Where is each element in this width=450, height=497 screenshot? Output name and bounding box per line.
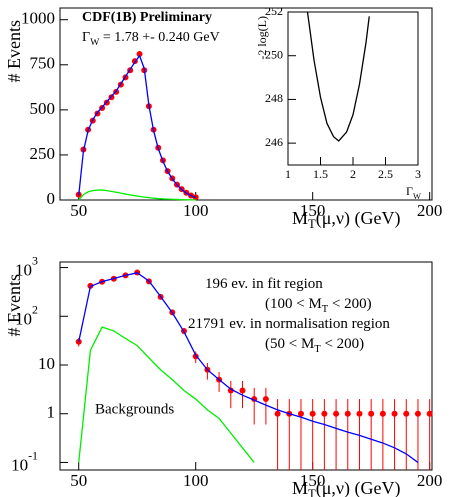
x-tick-label: 150	[300, 201, 326, 220]
x-tick-label: 2.5	[378, 167, 393, 181]
x-axis-label-sub: T	[308, 487, 316, 497]
y-tick-exp: 3	[32, 253, 38, 267]
annotation-text: (100 < M	[265, 296, 322, 312]
y-tick-label: 0	[47, 189, 56, 208]
x-axis-label-text: Γ	[406, 184, 413, 198]
y-tick-label: 10	[38, 354, 55, 373]
y-tick-label: 1000	[21, 9, 55, 28]
y-tick-label: 252	[265, 4, 283, 18]
data-point	[391, 410, 398, 417]
x-tick-label: 3	[415, 167, 421, 181]
series-line	[78, 189, 196, 201]
data-point	[262, 396, 269, 403]
y-tick-label: 10-1	[11, 448, 38, 474]
x-tick-label: 200	[417, 201, 443, 220]
data-point	[239, 387, 246, 394]
series-line	[78, 326, 255, 463]
annotation: ΓW = 1.78 +- 0.240 GeV	[82, 30, 220, 48]
data-point	[297, 410, 304, 417]
annotation-text: 196 ev. in fit region	[205, 276, 323, 292]
y-tick-base: 10	[15, 309, 32, 328]
annotation-sub: T	[322, 304, 329, 315]
x-axis-label-sub: T	[308, 217, 316, 231]
annotation-sub: T	[314, 344, 321, 355]
annotation: (100 < MT < 200)	[265, 296, 372, 315]
data-point	[321, 410, 328, 417]
x-axis-label: MT(μ,ν) (GeV)	[292, 208, 400, 231]
y-tick-label: 250	[30, 144, 56, 163]
annotation-text: Γ	[82, 30, 90, 45]
x-tick-label: 150	[300, 471, 326, 490]
y-tick-exp: -1	[28, 448, 38, 462]
y-axis-label: # Events	[4, 20, 24, 83]
annotation-text: (50 < M	[265, 336, 314, 352]
y-tick-label: 500	[30, 99, 56, 118]
plot-frame	[287, 11, 419, 166]
x-tick-label: 1.5	[313, 167, 328, 181]
plot-frame	[59, 261, 433, 471]
annotation-rest: = 1.78 +- 0.240 GeV	[99, 30, 219, 45]
x-axis-label-text: M	[292, 478, 308, 497]
annotation: (50 < MT < 200)	[265, 336, 364, 355]
annotation-rest: < 200)	[321, 336, 364, 352]
x-tick-label: 100	[183, 201, 209, 220]
chart-title: CDF(1B) Preliminary	[82, 10, 212, 25]
y-tick-label: 250	[265, 47, 283, 61]
annotation: 196 ev. in fit region	[205, 276, 323, 292]
data-point	[356, 410, 363, 417]
data-point	[227, 387, 234, 394]
y-tick-label: 248	[265, 91, 283, 105]
y-tick-label: 750	[30, 54, 56, 73]
x-tick-label: 200	[417, 471, 443, 490]
y-tick-exp: 2	[32, 302, 38, 316]
data-point	[136, 50, 143, 57]
data-point	[403, 410, 410, 417]
x-axis-label-sub: W	[413, 192, 421, 201]
y-tick-base: 10	[15, 260, 32, 279]
y-tick-label: 103	[15, 253, 38, 279]
plot-frame	[59, 7, 433, 201]
data-point	[309, 410, 316, 417]
x-tick-label: 2	[350, 167, 356, 181]
data-point	[333, 410, 340, 417]
y-axis-label: # Events	[4, 274, 24, 337]
x-tick-label: 1	[285, 167, 291, 181]
y-axis-label: -2 log(L)	[255, 16, 269, 60]
x-axis-label: ΓW	[406, 184, 421, 201]
y-tick-base: 10	[11, 455, 28, 474]
data-point	[426, 410, 433, 417]
x-axis-label-rest: (μ,ν) (GeV)	[316, 478, 401, 497]
data-point	[368, 410, 375, 417]
data-point	[414, 410, 421, 417]
x-tick-label: 50	[70, 201, 87, 220]
y-tick-label: 102	[15, 302, 38, 328]
x-axis-label-text: M	[292, 208, 308, 228]
x-tick-label: 100	[183, 471, 209, 490]
x-axis-label: MT(μ,ν) (GeV)	[292, 478, 400, 497]
annotation-sub: W	[90, 37, 100, 48]
annotation: 21791 ev. in normalisation region	[188, 316, 390, 332]
x-axis-label-rest: (μ,ν) (GeV)	[316, 208, 401, 229]
legend-label: Backgrounds	[95, 401, 174, 417]
annotation-rest: < 200)	[328, 296, 371, 312]
y-tick-label: 1	[47, 403, 56, 422]
data-point	[379, 410, 386, 417]
annotation-text: 21791 ev. in normalisation region	[188, 316, 390, 332]
series-line	[306, 11, 370, 142]
data-point	[344, 410, 351, 417]
x-tick-label: 50	[70, 471, 87, 490]
series-line	[78, 272, 419, 463]
data-point	[274, 410, 281, 417]
y-tick-label: 246	[265, 135, 283, 149]
series-line	[78, 54, 196, 199]
